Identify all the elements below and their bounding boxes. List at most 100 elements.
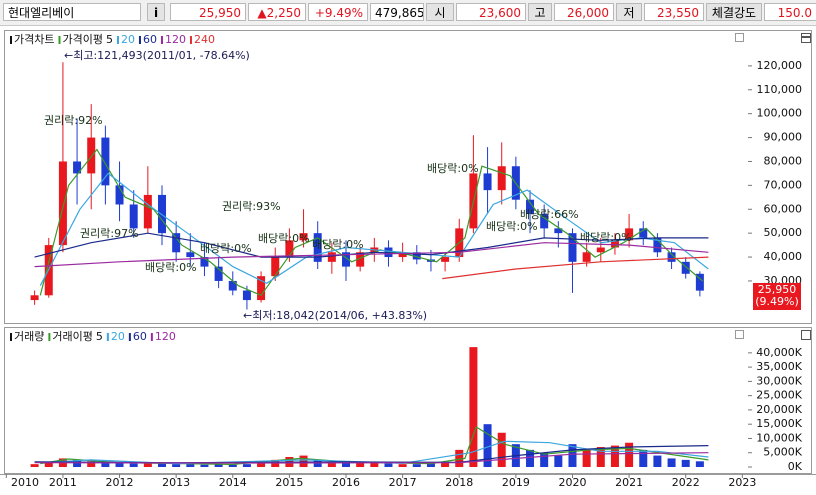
y-tick-label: 70,000 [764, 178, 803, 191]
high-label: 고 [528, 3, 552, 21]
candle-body [73, 161, 82, 174]
legend-marker [10, 36, 12, 44]
candle-body [483, 173, 492, 191]
legend-entry: 240 [194, 33, 215, 46]
legend-prefix: 거래이평 [52, 330, 92, 343]
candle-body [186, 252, 195, 258]
change-rate: +9.49% [308, 3, 368, 21]
candle-body [257, 276, 266, 301]
y-tick-label: 30,000K [756, 374, 802, 387]
y-tick-label: 15,000K [756, 417, 802, 430]
volume-bar [568, 444, 577, 467]
volume-bar [158, 463, 167, 467]
candle-body [129, 204, 138, 229]
x-tick-label: 2014 [219, 476, 247, 489]
legend-entry: 60 [143, 33, 157, 46]
y-tick-label: 80,000 [764, 154, 803, 167]
toolbar: 현대엘리베이 i 25,950 ▲2,250 +9.49% 479,865 시 … [0, 0, 816, 26]
candle-body [200, 257, 209, 267]
price: 25,950 [170, 3, 246, 21]
annotation: 권리락:97% [80, 227, 139, 240]
volume-bar [412, 464, 421, 467]
panel-maximize[interactable] [801, 330, 811, 340]
candle-body [384, 247, 393, 258]
x-tick-label: 2010 [11, 476, 39, 489]
price-tag-label: (9.49%) [755, 295, 799, 308]
volume-bar [639, 449, 648, 467]
legend-entry: 60 [133, 330, 147, 343]
volume-bar [610, 445, 619, 467]
legend-marker [128, 333, 131, 341]
y-tick-label: 20,000K [756, 403, 802, 416]
legend-marker [48, 333, 51, 341]
annotation: 배당락:0% [312, 238, 364, 251]
panel-close[interactable] [735, 33, 744, 42]
legend-marker [58, 36, 61, 44]
ma-line [34, 242, 709, 268]
volume-bar [384, 463, 393, 467]
y-tick-label: 10,000K [756, 431, 802, 444]
candle-body [87, 137, 96, 174]
legend-entry: 120 [165, 33, 186, 46]
volume-bar [596, 447, 605, 467]
price-tag-label: 25,950 [758, 283, 797, 296]
panel-close[interactable] [735, 330, 744, 339]
legend-marker [138, 36, 141, 44]
volume-bar [667, 458, 676, 467]
low-label: 저 [616, 3, 642, 21]
volume-bar [356, 462, 365, 467]
volume-bar [540, 452, 549, 467]
ma-line [40, 440, 709, 465]
legend-marker [160, 36, 163, 44]
y-tick-label: 100,000 [757, 107, 803, 120]
candle-body [214, 266, 223, 281]
high: 26,000 [554, 3, 614, 21]
legend-marker [106, 333, 109, 341]
y-tick-label: 25,000K [756, 389, 802, 402]
x-tick-label: 2022 [672, 476, 700, 489]
x-tick-label: 2011 [49, 476, 77, 489]
volume-bar [214, 464, 223, 467]
candle-body [412, 252, 421, 260]
candle-body [356, 252, 365, 267]
y-tick-label: 0K [788, 460, 803, 473]
candle-body [101, 137, 110, 186]
volume-bar [526, 449, 535, 467]
price-tag-box [753, 283, 801, 310]
info-button[interactable]: i [147, 3, 165, 21]
candle-body [172, 233, 181, 253]
candle-body [58, 161, 67, 246]
candle-body [526, 199, 535, 215]
candle-body [327, 252, 336, 262]
legend-marker [116, 36, 119, 44]
volume-bar [469, 347, 478, 467]
legend-marker [10, 333, 12, 341]
volume-bar [101, 461, 110, 467]
stock-name-input[interactable]: 현대엘리베이 [3, 3, 141, 21]
y-tick-label: 90,000 [764, 131, 803, 144]
legend-entry: 120 [155, 330, 176, 343]
candle-body [596, 247, 605, 253]
candle-body [554, 228, 563, 234]
legend-prefix: 가격이평 [62, 33, 102, 46]
volume-bar [299, 455, 308, 467]
strength: 150.0 [764, 3, 816, 21]
volume-bar [172, 464, 181, 467]
volume-bar [426, 463, 435, 467]
price-panel [4, 30, 812, 324]
candle-body [313, 233, 322, 262]
legend-entry: 20 [111, 330, 125, 343]
y-tick-label: 5,000K [763, 446, 802, 459]
volume-bar [695, 461, 704, 467]
volume-bar [441, 462, 450, 467]
volume-bar [143, 462, 152, 467]
volume-bar [582, 449, 591, 467]
candle-body [540, 214, 549, 229]
candle-body [143, 194, 152, 229]
candle-body [342, 252, 351, 267]
legend-marker [150, 333, 153, 341]
open: 23,600 [456, 3, 526, 21]
candle-body [242, 290, 251, 301]
annotation: 배당락:0% [258, 232, 310, 245]
